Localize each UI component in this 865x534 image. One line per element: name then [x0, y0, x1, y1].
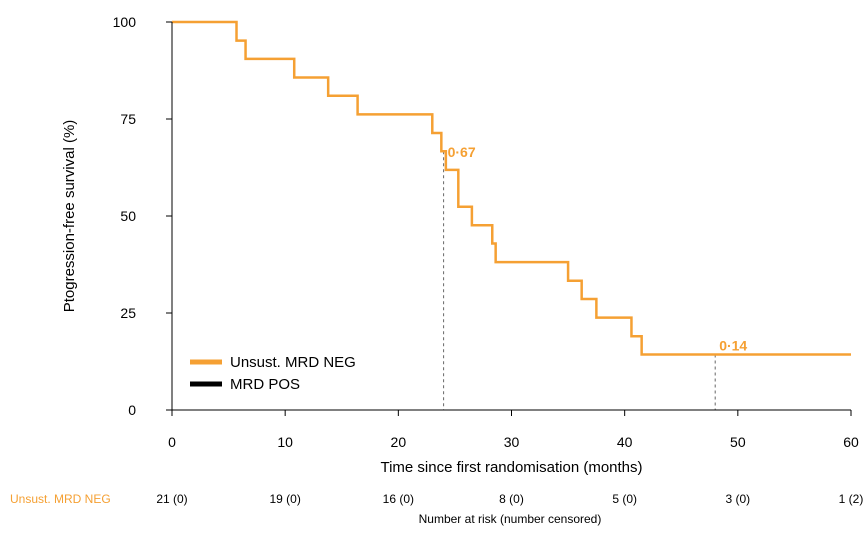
risk-value: 16 (0) [383, 492, 414, 506]
y-tick-label: 50 [120, 208, 136, 224]
y-tick-label: 75 [120, 111, 136, 127]
x-tick-label: 30 [504, 434, 520, 450]
y-tick-label: 25 [120, 305, 136, 321]
risk-value: 5 (0) [612, 492, 637, 506]
risk-value: 3 (0) [725, 492, 750, 506]
series-line-1 [172, 20, 851, 356]
risk-row-label: Unsust. MRD NEG [10, 492, 111, 506]
plot-area: 0·67 0·14 [172, 20, 851, 410]
y-tick-label: 100 [113, 14, 137, 30]
x-tick-label: 50 [730, 434, 746, 450]
y-tick-label: 0 [128, 402, 136, 418]
risk-value: 1 (2) [839, 492, 864, 506]
x-tick-label: 40 [617, 434, 633, 450]
x-tick-label: 60 [843, 434, 859, 450]
annotation-label-2: 0·14 [719, 338, 747, 354]
y-axis-title: Ptogression-free survival (%) [61, 120, 78, 313]
risk-value: 21 (0) [156, 492, 187, 506]
legend: Unsust. MRD NEG MRD POS [190, 354, 356, 393]
x-tick-label: 0 [168, 434, 176, 450]
risk-value: 8 (0) [499, 492, 524, 506]
x-axis-title: Time since first randomisation (months) [380, 459, 642, 476]
risk-table-title: Number at risk (number censored) [419, 512, 602, 526]
legend-label-1: Unsust. MRD NEG [230, 354, 356, 371]
risk-value: 19 (0) [269, 492, 300, 506]
axes: 0 25 50 75 100 0 10 20 30 40 50 60 Time since first … [61, 14, 859, 476]
risk-table: Unsust. MRD NEG 21 (0) 19 (0) 16 (0) 8 (0) 5 … [10, 492, 863, 526]
legend-label-2: MRD POS [230, 376, 300, 393]
x-tick-label: 20 [391, 434, 407, 450]
x-tick-label: 10 [277, 434, 293, 450]
annotation-label-1: 0·67 [448, 144, 476, 160]
